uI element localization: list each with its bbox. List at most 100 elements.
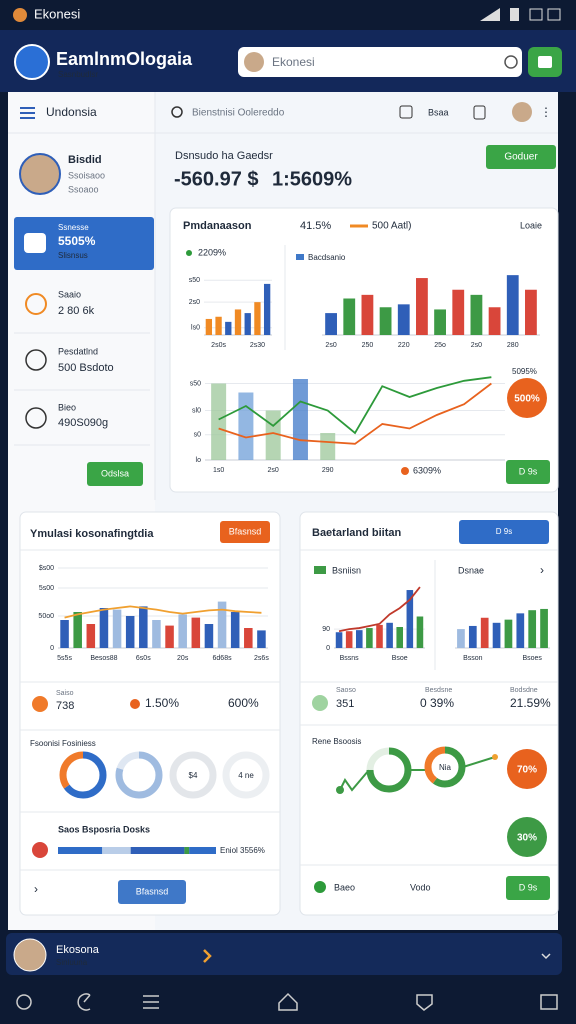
summary-button[interactable]	[486, 145, 556, 169]
bar	[492, 622, 501, 648]
x-tick-label: Bsson	[463, 655, 483, 662]
legend-label: Bsniisn	[332, 565, 361, 575]
nav-icon[interactable]	[540, 994, 558, 1010]
sidebar-button[interactable]	[87, 462, 143, 486]
card-pct: 41.5%	[300, 220, 331, 232]
bar	[506, 275, 519, 335]
y-tick-label: $s00	[39, 565, 54, 572]
item-label[interactable]: Saaio	[58, 289, 81, 299]
legend-label: 500 Aatl)	[372, 221, 411, 232]
icon[interactable]	[399, 105, 413, 119]
nav-icon[interactable]	[416, 994, 433, 1011]
stat-pct: 1.50%	[145, 696, 179, 710]
chevron[interactable]: ›	[34, 882, 38, 896]
item-icon	[25, 349, 47, 371]
card-button[interactable]	[220, 521, 270, 543]
chart-card	[169, 207, 559, 493]
signal-icon	[480, 8, 500, 21]
profile-line: Ssoaoo	[68, 184, 99, 194]
bar	[234, 309, 242, 335]
badge	[507, 749, 547, 789]
line	[64, 605, 262, 619]
item-label[interactable]: Pesdatlnd	[58, 346, 98, 356]
x-tick-label: Bsoe	[392, 655, 408, 662]
bar	[379, 307, 392, 335]
y-tick-label: s0	[194, 432, 202, 439]
x-tick-label: 280	[507, 342, 519, 349]
item-label[interactable]: Bieo	[58, 402, 76, 412]
bar	[468, 625, 477, 648]
card-title: Baetarland biitan	[312, 527, 402, 539]
stat-dot	[130, 699, 140, 709]
item-label: Ssnesse	[58, 223, 89, 232]
bottom-bar[interactable]	[6, 933, 562, 975]
card-button[interactable]	[118, 880, 186, 904]
x-tick-label: Bssns	[340, 655, 360, 662]
menu-icon[interactable]	[20, 107, 35, 119]
icon[interactable]	[473, 105, 486, 120]
item-value: 2 80 6k	[58, 305, 95, 317]
bar	[361, 294, 374, 335]
bar	[525, 289, 537, 335]
legend-swatch	[314, 566, 326, 574]
x-tick-label: Bsoes	[522, 655, 542, 662]
button-label: D 9s	[519, 466, 538, 476]
chevron[interactable]: ›	[540, 563, 544, 577]
donut-segment	[424, 746, 466, 788]
search-box[interactable]	[238, 47, 522, 77]
topbar-action[interactable]: Bsaa	[428, 107, 449, 117]
avatar	[512, 102, 532, 122]
bar	[376, 624, 383, 648]
donut-label: Nia	[439, 763, 452, 772]
y-tick-label: lo	[196, 457, 202, 464]
badge	[507, 817, 547, 857]
donut-label: $4	[189, 771, 198, 780]
stat-value: 738	[56, 700, 74, 712]
donut-segment	[222, 751, 270, 799]
battery-icon	[510, 8, 519, 21]
line	[218, 382, 492, 445]
x-tick-label: 6s0s	[136, 655, 151, 662]
chevron[interactable]	[203, 949, 212, 963]
card-button[interactable]	[506, 460, 550, 484]
item-sub: Slisnsus	[58, 251, 88, 260]
button-label: D 9s	[519, 882, 538, 892]
y-tick-label: 0	[50, 645, 54, 652]
legend-dot	[401, 467, 409, 475]
bar	[416, 616, 424, 648]
y-tick-label: 0	[326, 645, 330, 652]
nav-icon[interactable]	[16, 994, 32, 1010]
refresh-icon[interactable]	[504, 55, 518, 69]
bar	[540, 608, 548, 648]
card-button[interactable]	[506, 876, 550, 900]
line	[338, 586, 421, 633]
stat-value: 351	[336, 698, 354, 710]
button-label: Bfasnsd	[229, 526, 262, 536]
legend-label: 6309%	[413, 465, 441, 475]
bar	[335, 632, 343, 648]
nav-icon[interactable]	[77, 993, 91, 1011]
footer-icon	[314, 881, 326, 893]
nav-icon[interactable]	[278, 992, 298, 1011]
more-icon[interactable]: ⋮	[540, 105, 552, 119]
bar	[470, 294, 483, 335]
bar	[112, 609, 122, 648]
bar	[397, 304, 410, 335]
y-tick-label: 2s0	[189, 299, 200, 306]
bar	[86, 624, 96, 648]
card-button[interactable]	[459, 520, 549, 544]
summary-value: 1:5609%	[272, 168, 352, 190]
badge-label: 30%	[517, 833, 537, 844]
stat-label: Saiso	[56, 690, 74, 697]
chevron[interactable]	[541, 953, 551, 960]
nav-icon[interactable]	[143, 995, 159, 1009]
app-subtitle: Sasnbudlsr	[58, 70, 98, 79]
search-icon[interactable]	[171, 106, 183, 118]
active-item[interactable]	[14, 217, 154, 270]
bar	[386, 622, 393, 648]
flow-node	[336, 786, 344, 794]
bottom-name: Ekosona	[56, 944, 100, 956]
card-title: Pmdanaason	[183, 220, 252, 232]
status-app: Ekonesi	[34, 6, 80, 21]
